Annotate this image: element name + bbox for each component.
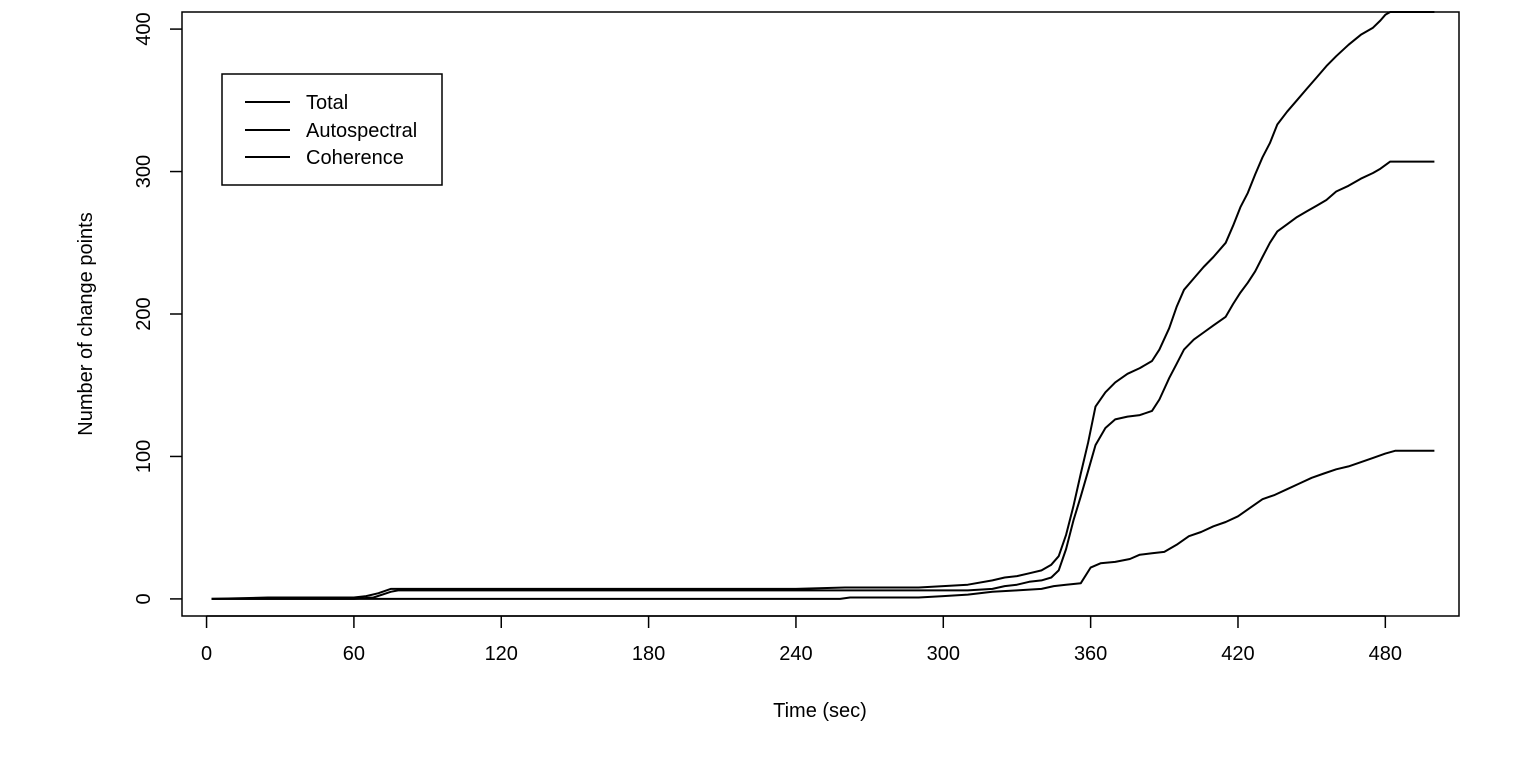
x-tick-label-300: 300 [927,643,960,665]
y-tick-label-400: 400 [133,12,155,45]
x-tick-label-240: 240 [779,643,812,665]
x-tick-label-0: 0 [201,643,212,665]
y-tick-label-100: 100 [133,440,155,473]
series-layer [211,11,1435,600]
x-tick-label-420: 420 [1221,643,1254,665]
legend-label-autospectral: Autospectral [306,120,417,142]
x-tick-label-180: 180 [632,643,665,665]
x-tick-label-60: 60 [343,643,365,665]
y-tick-label-300: 300 [133,155,155,188]
x-axis-title: Time (sec) [773,700,867,722]
y-tick-label-200: 200 [133,297,155,330]
y-axis-title: Number of change points [75,212,97,435]
x-tick-label-360: 360 [1074,643,1107,665]
legend-label-coherence: Coherence [306,147,404,169]
series-line-total [211,11,1435,600]
legend-label-total: Total [306,92,348,114]
x-tick-label-480: 480 [1369,643,1402,665]
x-axis: 0 60 120 180 240 300 360 420 480 [201,615,1402,665]
series-line-autospectral [211,160,1435,600]
x-tick-label-120: 120 [485,643,518,665]
series-line-coherence [211,449,1435,600]
legend: Total Autospectral Coherence [221,73,443,186]
y-tick-label-0: 0 [133,593,155,604]
y-axis: 0 100 200 300 400 [133,12,182,604]
